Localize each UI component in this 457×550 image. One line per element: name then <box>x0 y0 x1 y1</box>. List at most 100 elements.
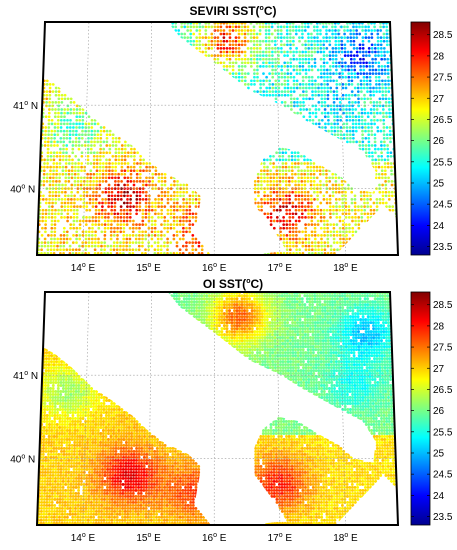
sst-dot <box>269 176 273 180</box>
sst-dot <box>61 476 65 480</box>
sst-dot <box>181 476 185 480</box>
sst-dot <box>385 36 389 39</box>
sst-dot <box>81 509 85 513</box>
sst-dot <box>367 47 371 50</box>
sst-dot <box>269 154 272 158</box>
sst-dot <box>222 54 226 57</box>
sst-dot <box>45 93 49 97</box>
sst-dot <box>310 79 314 83</box>
sst-dot <box>356 83 360 86</box>
sst-dot <box>79 187 83 190</box>
sst-dot <box>94 205 98 208</box>
sst-dot <box>256 176 260 180</box>
sst-dot <box>79 506 83 510</box>
sst-dot <box>66 205 70 208</box>
sst-dot <box>278 169 282 173</box>
sst-dot <box>390 165 393 169</box>
sst-dot <box>375 201 379 205</box>
sst-dot <box>364 144 368 147</box>
sst-dot <box>330 509 334 513</box>
sst-dot <box>168 494 172 498</box>
sst-dot <box>111 491 114 495</box>
sst-dot <box>168 491 172 495</box>
sst-dot <box>176 194 179 198</box>
sst-dot <box>307 57 311 61</box>
sst-dot <box>252 43 256 47</box>
sst-dot <box>176 180 179 183</box>
sst-dot <box>316 29 319 32</box>
sst-dot <box>87 136 90 140</box>
sst-dot <box>178 494 182 498</box>
sst-dot <box>189 506 193 510</box>
sst-dot <box>266 165 269 169</box>
sst-dot <box>286 65 290 68</box>
sst-dot <box>74 476 78 480</box>
sst-dot <box>61 183 64 187</box>
sst-dot <box>322 488 326 492</box>
sst-dot <box>323 86 326 90</box>
sst-dot <box>121 497 125 501</box>
sst-dot <box>54 93 58 97</box>
sst-dot <box>349 57 353 61</box>
sst-dot <box>307 65 311 68</box>
sst-dot <box>325 169 328 173</box>
sst-dot <box>386 65 390 68</box>
sst-dot <box>258 50 262 54</box>
sst-dot <box>363 198 366 201</box>
sst-dot <box>387 97 391 101</box>
sst-dot <box>259 169 263 173</box>
sst-dot <box>179 216 182 219</box>
sst-dot <box>237 43 241 47</box>
sst-dot <box>184 473 188 477</box>
sst-dot <box>301 43 304 47</box>
sst-dot <box>47 515 51 519</box>
sst-dot <box>204 50 208 54</box>
sst-dot <box>82 201 86 205</box>
sst-dot <box>53 126 57 129</box>
sst-dot <box>54 476 57 480</box>
sst-dot <box>373 122 376 126</box>
sst-dot <box>341 198 344 201</box>
meridian-line <box>339 21 346 256</box>
sst-dot <box>329 108 333 111</box>
sst-dot <box>191 241 195 244</box>
sst-dot <box>358 491 362 495</box>
sst-dot <box>313 223 317 226</box>
sst-dot <box>78 115 82 119</box>
sst-dot <box>52 244 56 248</box>
sst-dot <box>375 108 379 111</box>
sst-dot <box>191 500 195 504</box>
sst-dot <box>366 482 370 486</box>
sst-dot <box>60 108 64 111</box>
sst-dot <box>319 72 323 75</box>
sst-dot <box>380 57 384 61</box>
sst-dot <box>363 473 367 477</box>
sst-dot <box>109 234 113 237</box>
sst-dot <box>182 205 185 208</box>
sst-dot <box>384 473 388 477</box>
sst-dot <box>163 234 166 237</box>
sst-dot <box>348 223 351 226</box>
sst-dot <box>168 500 172 504</box>
sst-dot <box>271 54 274 57</box>
sst-dot <box>142 169 145 173</box>
sst-dot <box>58 485 62 489</box>
sst-dot <box>329 234 333 237</box>
sst-dot <box>259 473 263 477</box>
sst-dot <box>278 158 282 162</box>
sst-dot <box>350 482 354 486</box>
sst-dot <box>87 506 91 510</box>
sst-dot <box>322 497 326 501</box>
sst-dot <box>302 93 305 97</box>
sst-dot <box>87 482 91 486</box>
sst-dot <box>189 494 193 498</box>
sst-dot <box>365 83 369 86</box>
sst-dot <box>189 491 193 495</box>
sst-dot <box>278 172 282 176</box>
sst-dot <box>155 497 159 501</box>
sst-dot <box>304 54 308 57</box>
sst-dot <box>284 183 288 187</box>
sst-dot <box>295 86 299 90</box>
sst-dot <box>306 485 310 489</box>
sst-dot <box>311 111 315 115</box>
